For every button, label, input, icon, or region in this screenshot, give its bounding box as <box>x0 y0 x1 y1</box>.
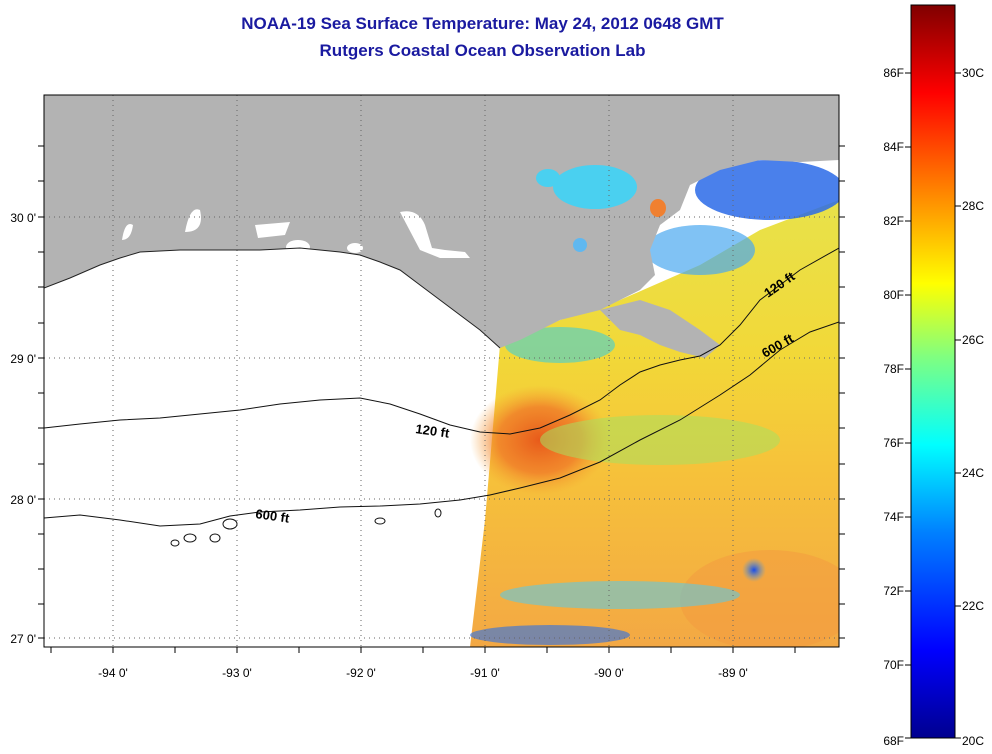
colorbar-c-label: 22C <box>962 599 984 613</box>
lake-spot <box>255 222 290 238</box>
colorbar-c-label: 30C <box>962 66 984 80</box>
colorbar-f-label: 68F <box>883 734 904 748</box>
colorbar-c-label: 26C <box>962 333 984 347</box>
lake-small <box>573 238 587 252</box>
cool-water-band-south <box>500 581 740 609</box>
colorbar <box>910 4 956 739</box>
colorbar-f-label: 70F <box>883 658 904 672</box>
colorbar-f-label: 84F <box>883 140 904 154</box>
isobath-600ft <box>44 321 839 527</box>
lon-label: -90 0' <box>594 666 624 680</box>
coastal-cool-patch <box>505 327 615 363</box>
cold-eddy <box>742 558 766 582</box>
lat-label: 30 0' <box>10 211 36 225</box>
lon-label: -92 0' <box>346 666 376 680</box>
bank-contours <box>170 508 442 547</box>
lake-spot <box>347 243 363 253</box>
lake-spot <box>185 209 201 232</box>
map-title: NOAA-19 Sea Surface Temperature: May 24,… <box>241 14 724 33</box>
warm-water-patch-south <box>680 550 839 647</box>
colorbar-f-label: 76F <box>883 436 904 450</box>
colorbar-c-label: 24C <box>962 466 984 480</box>
coastline <box>44 247 501 349</box>
lat-label: 29 0' <box>10 352 36 366</box>
colorbar-f-label: 74F <box>883 510 904 524</box>
colorbar-c-label: 28C <box>962 199 984 213</box>
lake-spot <box>122 224 133 240</box>
cold-strip-bottom <box>470 625 630 645</box>
lon-label: -89 0' <box>718 666 748 680</box>
map-subtitle: Rutgers Coastal Ocean Observation Lab <box>319 41 646 60</box>
colorbar-c-label: 20C <box>962 734 984 748</box>
map-frame <box>43 94 840 648</box>
shelf-water <box>645 225 755 275</box>
mississippi-delta <box>600 300 720 358</box>
lat-label: 27 0' <box>10 632 36 646</box>
colorbar-f-label: 78F <box>883 362 904 376</box>
isobath-120ft <box>44 247 839 435</box>
land-mass <box>44 95 839 348</box>
colorbar-f-label: 82F <box>883 214 904 228</box>
lake-spot <box>400 211 470 258</box>
lake-spot <box>286 240 310 254</box>
contour-label-120ft-west: 120 ft <box>415 421 451 441</box>
lon-label: -91 0' <box>470 666 500 680</box>
lake-maurepas <box>536 169 560 187</box>
cold-shelf-water <box>695 160 839 220</box>
lon-label: -93 0' <box>222 666 252 680</box>
lake-pontchartrain <box>553 165 637 209</box>
axis-ticks <box>38 145 845 653</box>
cool-water-band <box>540 415 780 465</box>
lat-label: 28 0' <box>10 493 36 507</box>
lon-label: -94 0' <box>98 666 128 680</box>
grid-lines <box>44 95 839 647</box>
lake-borgne <box>650 199 666 217</box>
colorbar-f-label: 72F <box>883 584 904 598</box>
colorbar-ticks <box>905 72 961 739</box>
contour-label-600ft-west: 600 ft <box>255 506 291 526</box>
colorbar-f-label: 86F <box>883 66 904 80</box>
colorbar-f-label: 80F <box>883 288 904 302</box>
